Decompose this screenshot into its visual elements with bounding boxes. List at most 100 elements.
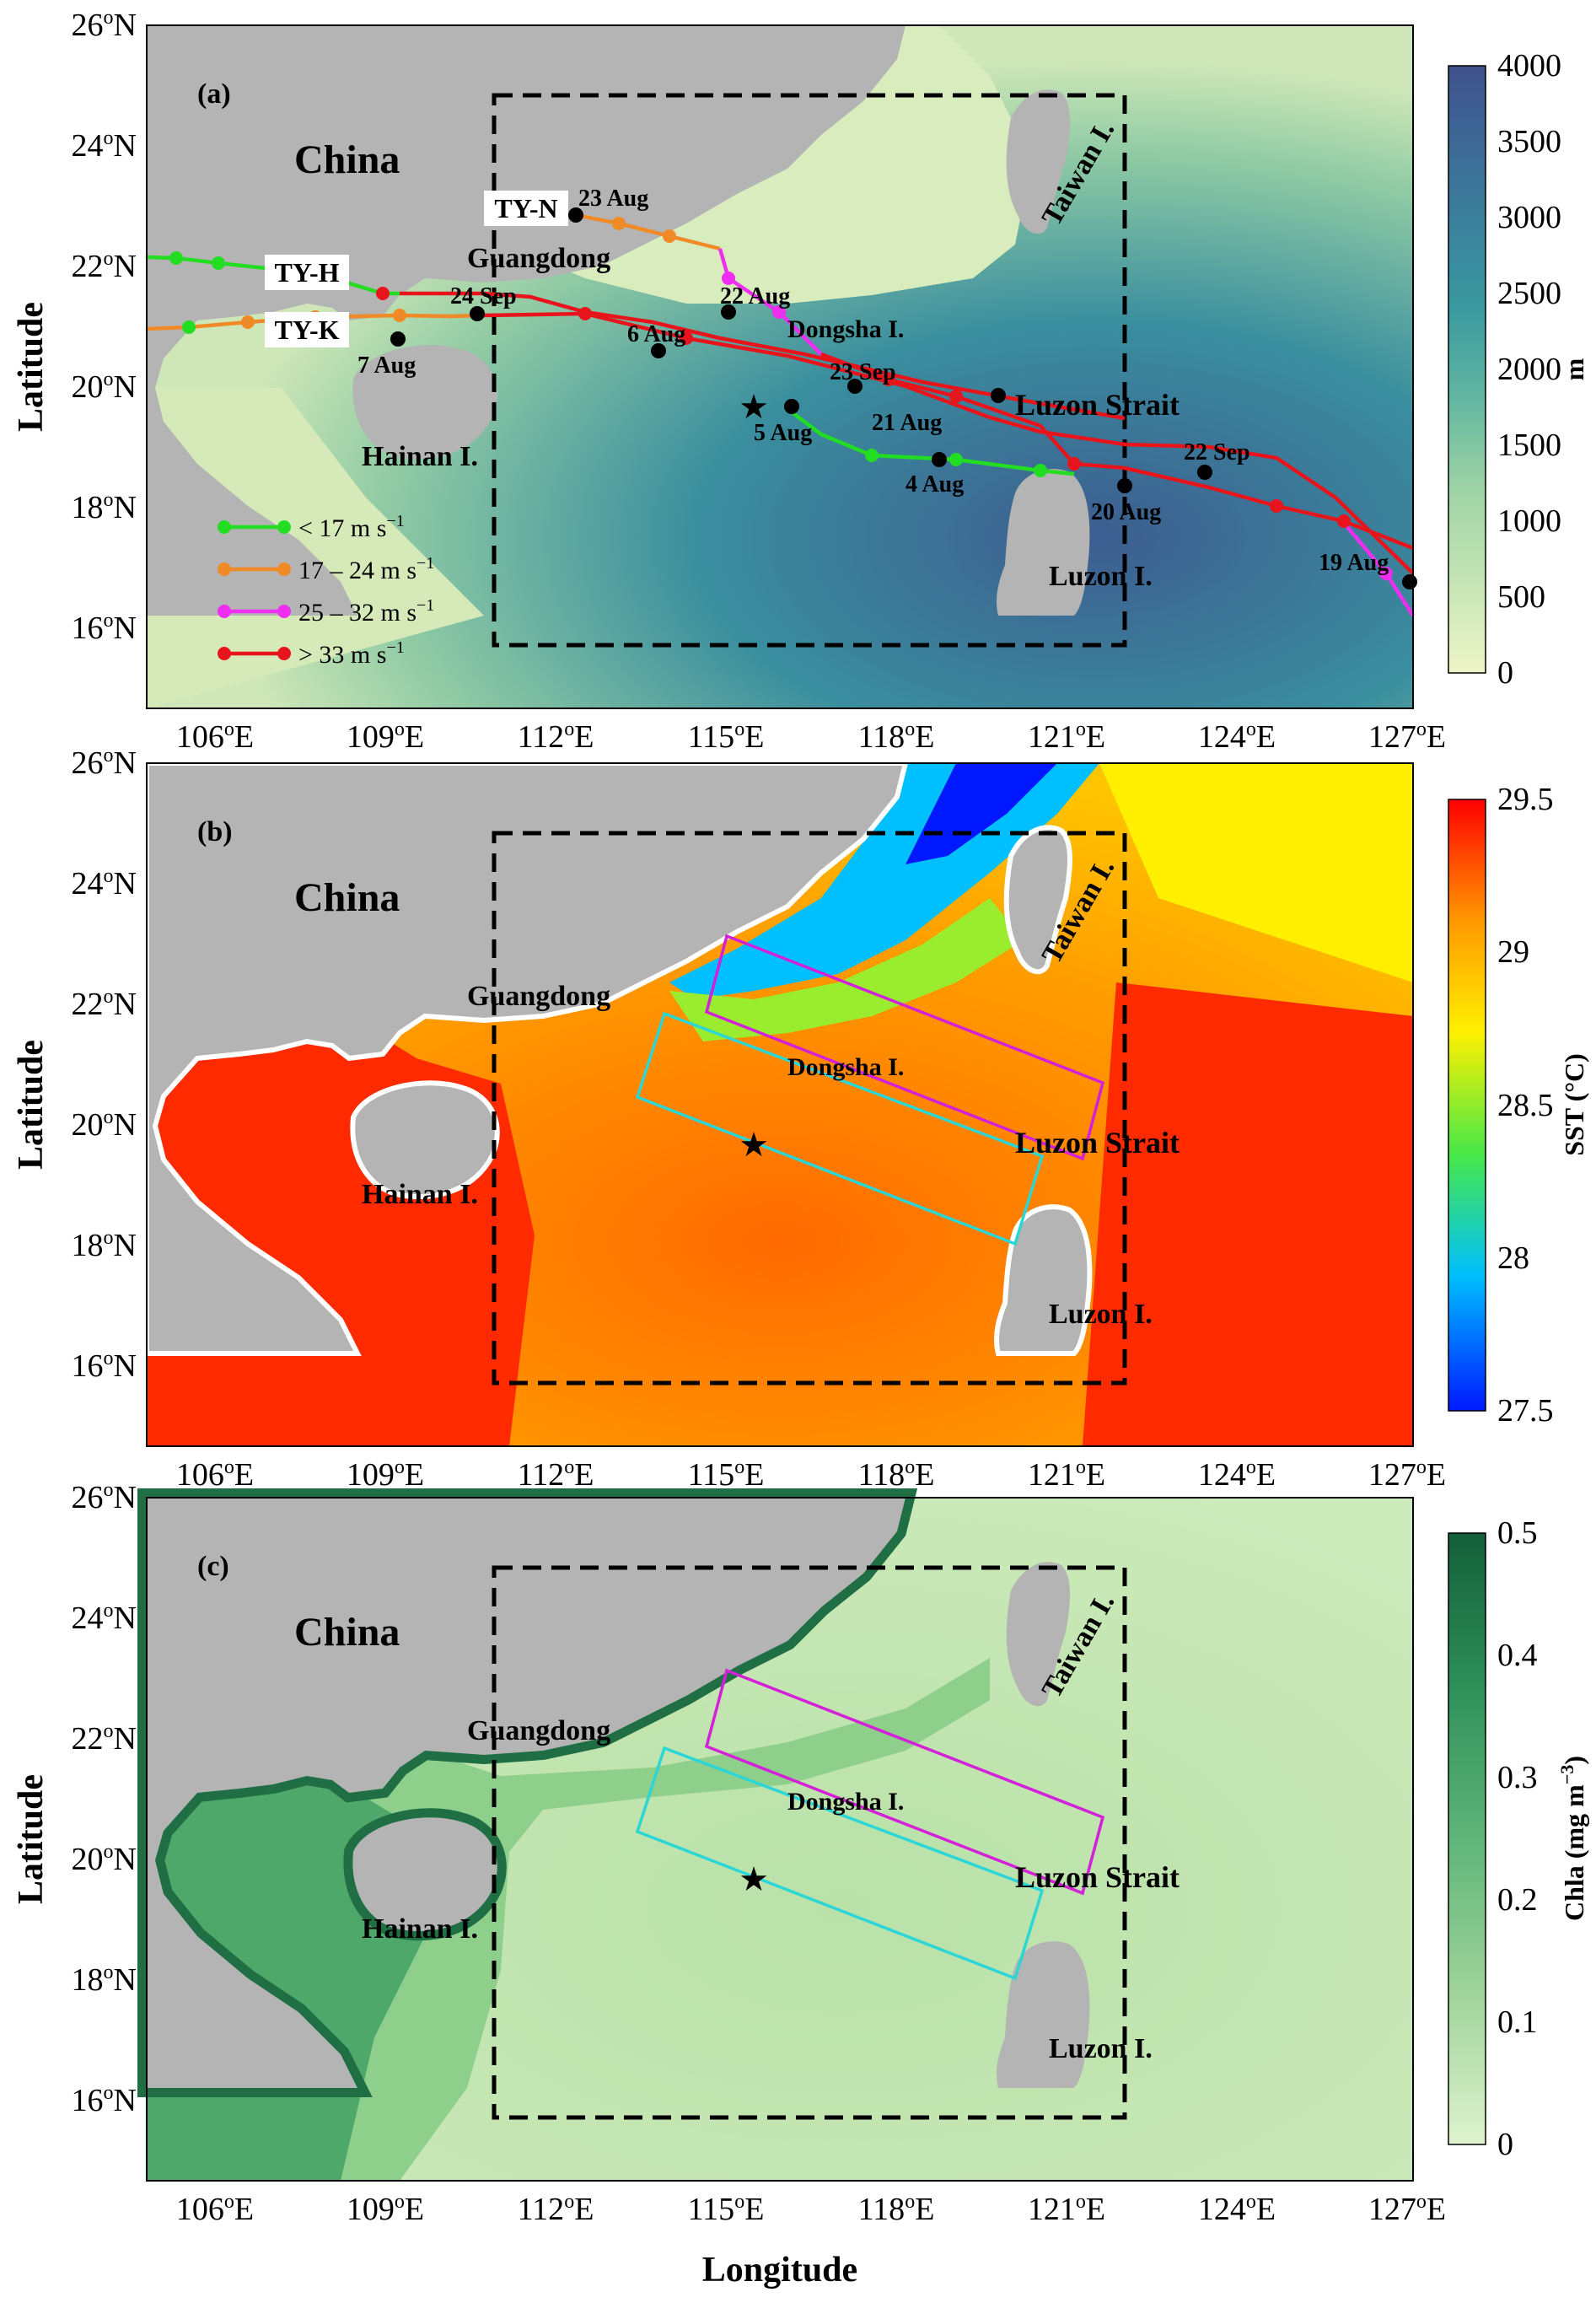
x-tick-label: 112oE <box>518 718 594 755</box>
label-guangdong-c: Guangdong <box>467 1715 610 1746</box>
tag-ty-h: TY-H <box>274 257 339 288</box>
x-tick-label: 127oE <box>1368 2191 1446 2227</box>
y-tick-label: 18oN <box>72 1227 137 1263</box>
x-tick-label: 109oE <box>347 718 424 755</box>
x-tick-label: 121oE <box>1028 1456 1105 1493</box>
x-tick-label: 106oE <box>176 2191 254 2227</box>
y-tick-label: 20oN <box>72 1106 137 1143</box>
x-tick-label: 109oE <box>347 2191 424 2227</box>
x-tick-label: 112oE <box>518 1456 594 1493</box>
track-markers <box>169 207 1417 589</box>
study-box-c <box>492 1565 1127 2120</box>
svg-text:4000: 4000 <box>1497 48 1561 83</box>
y-tick-label: 20oN <box>72 1841 137 1877</box>
svg-text:7 Aug: 7 Aug <box>357 352 416 379</box>
y-tick-label: 24oN <box>72 865 137 901</box>
label-guangdong: Guangdong <box>467 243 610 274</box>
x-tick-label: 118oE <box>858 2191 935 2227</box>
typhoon-tracks <box>146 213 1415 617</box>
svg-text:27.5: 27.5 <box>1497 1393 1554 1429</box>
tag-ty-n: TY-N <box>494 193 557 223</box>
y-axis-label-c: Latitude <box>12 1774 51 1904</box>
y-tick-label: 22oN <box>72 986 137 1022</box>
svg-text:21 Aug: 21 Aug <box>872 410 942 436</box>
svg-text:0.3: 0.3 <box>1497 1760 1538 1795</box>
label-luzon-strait: Luzon Strait <box>1015 388 1180 422</box>
label-luzon: Luzon I. <box>1049 561 1153 592</box>
label-china: China <box>294 137 400 182</box>
svg-text:22 Sep: 22 Sep <box>1184 439 1250 465</box>
study-box-b <box>492 831 1127 1386</box>
panel-b-label: (b) <box>197 816 233 847</box>
label-hainan: Hainan I. <box>362 441 478 472</box>
panel-a: ★ (a) China Guangdong Hainan I. Dongsha … <box>146 24 1417 709</box>
colorbar-b: 29.5 29 28.5 28 27.5 SST (°C) <box>1448 782 1589 1429</box>
track-ty-n-pink <box>717 248 823 356</box>
y-tick-label: 24oN <box>72 127 137 164</box>
label-hainan-c: Hainan I. <box>362 1913 478 1945</box>
x-axis-label: Longitude <box>702 2251 857 2290</box>
label-dongsha: Dongsha I. <box>787 315 904 343</box>
y-tick-label: 16oN <box>72 1348 137 1384</box>
svg-text:19 Aug: 19 Aug <box>1319 550 1389 576</box>
star-marker-c: ★ <box>739 1860 769 1898</box>
svg-text:20 Aug: 20 Aug <box>1091 499 1161 525</box>
panel-c-label: (c) <box>197 1551 229 1582</box>
label-luzon-b: Luzon I. <box>1049 1299 1153 1330</box>
label-china-c: China <box>294 1610 400 1655</box>
colorbar-c-unit: Chla (mg m−3) <box>1556 1756 1589 1921</box>
svg-text:< 17 m s−1: < 17 m s−1 <box>298 512 405 542</box>
panel-a-label: (a) <box>197 78 231 110</box>
study-box-a <box>492 93 1127 648</box>
y-axis-label-b: Latitude <box>12 1040 51 1170</box>
panel-b-frame <box>146 762 1414 1447</box>
colorbar-a-unit: m <box>1559 358 1589 380</box>
svg-text:2500: 2500 <box>1497 276 1561 311</box>
x-tick-label: 127oE <box>1368 1456 1446 1493</box>
x-tick-label: 127oE <box>1368 718 1446 755</box>
label-luzon-strait-c: Luzon Strait <box>1015 1860 1180 1894</box>
svg-text:0.2: 0.2 <box>1497 1882 1538 1918</box>
colorbar-c: 0.5 0.4 0.3 0.2 0.1 0 Chla (mg m−3) <box>1448 1515 1589 2162</box>
x-tick-label: 124oE <box>1198 718 1276 755</box>
x-tick-label: 124oE <box>1198 2191 1276 2227</box>
x-tick-label: 106oE <box>176 718 254 755</box>
svg-text:17 – 24 m s−1: 17 – 24 m s−1 <box>298 554 434 584</box>
y-tick-label: 26oN <box>72 745 137 781</box>
speed-legend: < 17 m s−1 17 – 24 m s−1 25 – 32 m s−1 >… <box>218 512 434 669</box>
y-tick-label: 20oN <box>72 369 137 405</box>
label-china-b: China <box>294 875 400 920</box>
x-tick-label: 118oE <box>858 718 935 755</box>
y-tick-label: 16oN <box>72 610 137 646</box>
svg-text:0.1: 0.1 <box>1497 2004 1538 2040</box>
x-tick-label: 109oE <box>347 1456 424 1493</box>
x-tick-label: 115oE <box>688 718 765 755</box>
svg-text:1500: 1500 <box>1497 428 1561 463</box>
svg-text:28: 28 <box>1497 1240 1529 1276</box>
y-tick-label: 22oN <box>72 1720 137 1757</box>
svg-text:28.5: 28.5 <box>1497 1088 1554 1123</box>
y-tick-label: 26oN <box>72 7 137 43</box>
svg-text:0: 0 <box>1497 655 1513 691</box>
star-marker: ★ <box>739 388 769 426</box>
y-tick-label: 26oN <box>72 1479 137 1515</box>
x-tick-label: 115oE <box>688 2191 765 2227</box>
x-tick-label: 106oE <box>176 1456 254 1493</box>
cyan-box-c <box>635 1746 1045 1981</box>
label-guangdong-b: Guangdong <box>467 981 610 1012</box>
x-tick-label: 115oE <box>688 1456 765 1493</box>
svg-text:5 Aug: 5 Aug <box>754 420 812 446</box>
panel-a-frame <box>146 24 1414 709</box>
date-labels: 23 Aug 22 Aug 24 Sep 6 Aug 7 Aug 23 Sep … <box>357 186 1389 576</box>
svg-text:2000: 2000 <box>1497 352 1561 387</box>
label-dongsha-b: Dongsha I. <box>787 1053 904 1081</box>
x-tick-label: 118oE <box>858 1456 935 1493</box>
legend-item-17-24: 17 – 24 m s−1 <box>218 554 434 584</box>
magenta-box-c <box>704 1668 1105 1896</box>
track-ty-h-strong <box>400 291 1126 421</box>
x-tick-label: 121oE <box>1028 2191 1105 2227</box>
y-axis-ticks: 26oN 24oN 22oN 20oN 18oN 16oN 26oN 24oN 22oN 20oN… <box>72 7 137 2118</box>
svg-text:6 Aug: 6 Aug <box>627 321 685 347</box>
track-ty-n-red <box>820 352 1414 551</box>
panel-c-frame <box>146 1497 1414 2182</box>
